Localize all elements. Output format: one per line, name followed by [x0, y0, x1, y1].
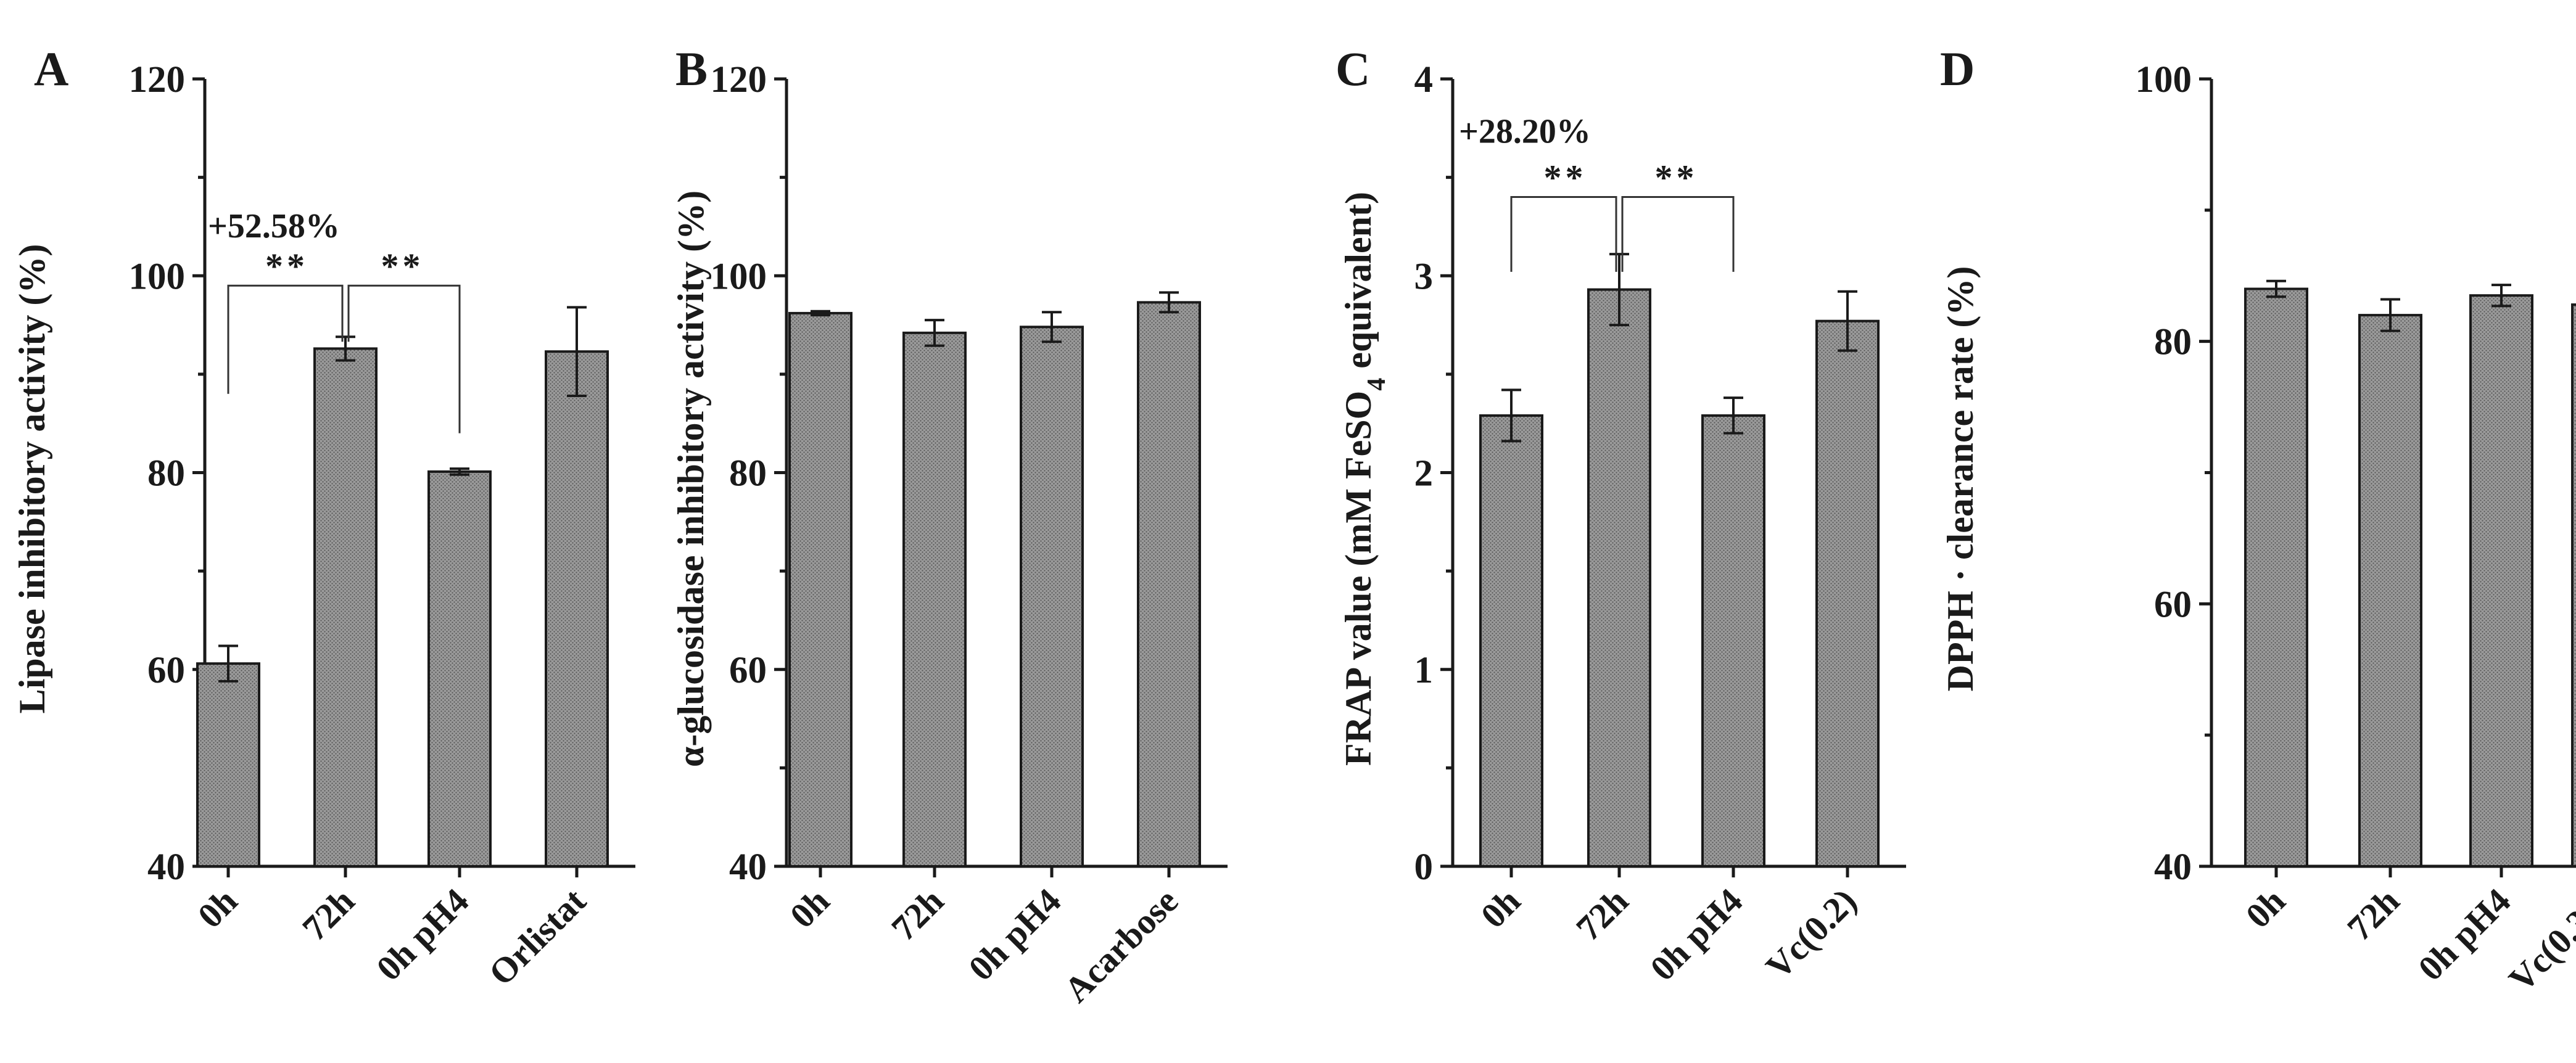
x-tick-label: Vc(0.32) — [2501, 880, 2576, 999]
x-tick-label: Acarbose — [1056, 880, 1186, 1010]
significance-marker: ** — [381, 246, 424, 286]
y-tick-label: 120 — [711, 59, 767, 101]
bar-3 — [427, 470, 492, 868]
y-tick-label: 2 — [1414, 453, 1434, 495]
x-tick-label: 72h — [2339, 880, 2407, 948]
x-tick-label: 0h — [782, 880, 837, 935]
x-tick-label: 0h pH4 — [1642, 880, 1750, 988]
y-tick-label: 40 — [2154, 847, 2192, 888]
y-tick-label: 4 — [1414, 59, 1434, 101]
panel-letter: C — [1335, 42, 1370, 96]
bar-3 — [1020, 326, 1084, 868]
x-tick-label: 72h — [883, 880, 951, 948]
y-tick-label: 100 — [2136, 59, 2192, 101]
y-tick-label: 120 — [129, 59, 186, 101]
y-tick-label: 40 — [147, 847, 185, 888]
panel-b: B 40 60 80 100 120 α-glucosidase inhibitory ac… — [671, 42, 1228, 1010]
y-tick-label: 100 — [129, 256, 186, 297]
panel-c: C 0 1 2 3 4 FRAP value (mM FeSO4 equivalent) 0h… — [1335, 42, 1906, 988]
significance-bracket-left — [227, 284, 344, 394]
bar-4 — [545, 350, 609, 868]
x-tick-label: 72h — [1568, 880, 1636, 948]
y-axis-label: FRAP value (mM FeSO4 equivalent) — [1338, 192, 1391, 766]
significance-marker: ** — [1655, 158, 1698, 198]
panel-letter: B — [675, 42, 708, 96]
y-tick-label: 80 — [2154, 322, 2192, 363]
bar-3 — [1701, 414, 1765, 868]
bar-1 — [1479, 414, 1543, 868]
y-tick-label: 60 — [147, 650, 185, 691]
bar-4 — [1815, 319, 1880, 868]
bar-2 — [1587, 288, 1651, 868]
significance-bracket-right — [347, 284, 461, 433]
bar-1 — [196, 662, 260, 868]
x-tick-label: 0h — [190, 880, 245, 935]
percent-change-label: +28.20% — [1459, 113, 1591, 151]
x-tick-label: 72h — [294, 880, 362, 948]
x-tick-label: Orlistat — [481, 880, 594, 993]
y-axis-label: DPPH · clearance rate (%) — [1940, 266, 1981, 692]
bar-2 — [902, 331, 967, 868]
y-axis-label: Lipase inhibitory activity (%) — [12, 244, 52, 714]
y-tick-label: 3 — [1414, 256, 1434, 297]
panel-letter: A — [34, 42, 68, 96]
x-tick-label: 0h pH4 — [368, 880, 476, 988]
y-tick-label: 80 — [147, 453, 185, 495]
bar-4 — [2571, 303, 2576, 868]
panel-d: D 40 60 80 100 DPPH · clearance rate (%) 0h 72h… — [1940, 42, 2576, 999]
significance-bracket-left — [1510, 196, 1617, 272]
y-tick-label: 40 — [729, 847, 767, 888]
bar-3 — [2469, 294, 2533, 868]
x-tick-label: Vc(0.2) — [1758, 880, 1864, 987]
significance-bracket-right — [1621, 196, 1735, 272]
y-axis-label: α-glucosidase inhibitory activity (%) — [671, 191, 711, 767]
x-tick-label: 0h pH4 — [960, 880, 1068, 988]
bar-2 — [313, 347, 378, 868]
y-tick-label: 1 — [1414, 650, 1434, 691]
x-tick-label: 0h — [2238, 880, 2293, 935]
bar-1 — [2244, 287, 2308, 868]
y-tick-label: 60 — [2154, 584, 2192, 625]
bar-4 — [1137, 301, 1201, 868]
bar-1 — [788, 311, 852, 868]
y-tick-label: 80 — [729, 453, 767, 495]
percent-change-label: +52.58% — [208, 207, 340, 245]
y-tick-label: 60 — [729, 650, 767, 691]
significance-marker: ** — [1544, 158, 1587, 198]
bar-2 — [2358, 314, 2422, 868]
x-tick-label: 0h — [1473, 880, 1528, 935]
significance-marker: ** — [265, 246, 308, 286]
y-tick-label: 0 — [1414, 847, 1434, 888]
y-tick-label: 100 — [711, 256, 767, 297]
panel-letter: D — [1940, 42, 1975, 96]
panel-a: A 40 60 80 100 120 Lipase inhibitory activity … — [12, 42, 635, 993]
